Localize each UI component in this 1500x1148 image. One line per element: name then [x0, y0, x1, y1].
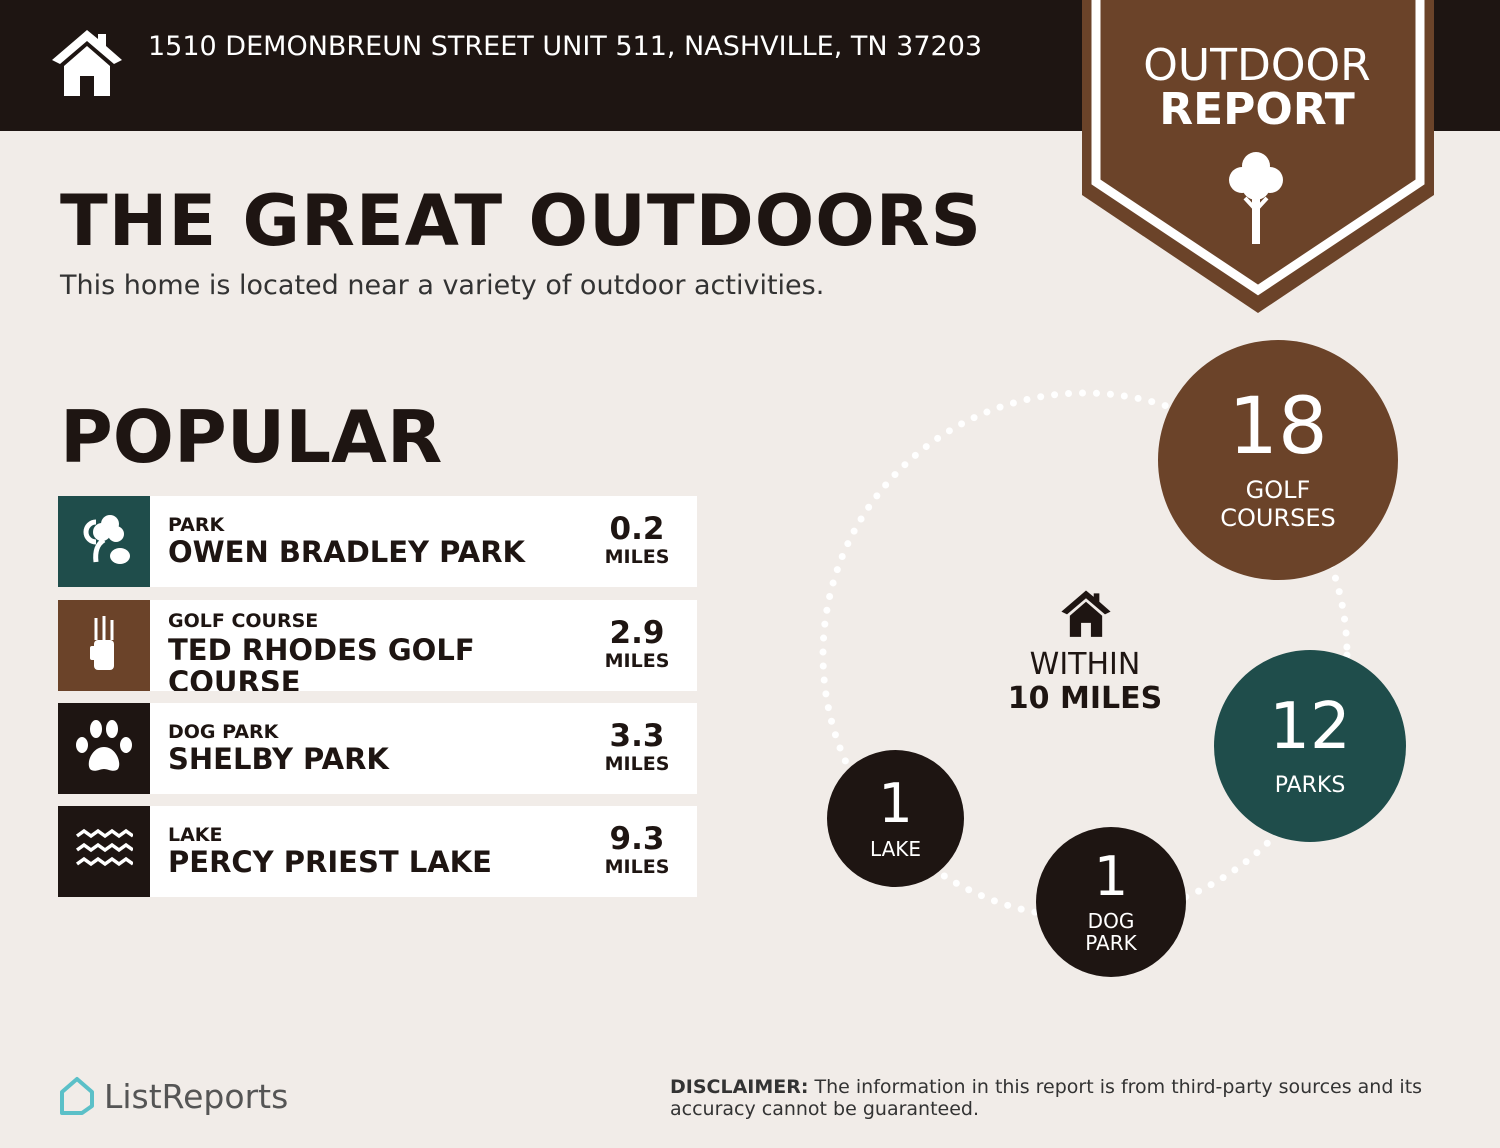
property-address: 1510 DEMONBREUN STREET UNIT 511, NASHVIL…: [148, 31, 983, 62]
badge-title-line1: OUTDOOR: [1143, 40, 1371, 91]
within-radius-label: WITHIN 10 MILES: [985, 648, 1185, 716]
golf-label: GOLF COURSES: [1220, 476, 1336, 532]
dog-park-count-circle: 1 DOG PARK: [1036, 827, 1186, 977]
popular-heading: POPULAR: [60, 395, 443, 479]
item-distance: 3.3 MILES: [597, 719, 677, 775]
page-subtitle: This home is located near a variety of o…: [60, 270, 825, 301]
home-icon: [52, 30, 122, 96]
item-category: LAKE: [168, 824, 223, 846]
distance-unit: MILES: [604, 546, 670, 568]
golf-courses-count-circle: 18 GOLF COURSES: [1158, 340, 1398, 580]
lake-count: 1: [878, 771, 913, 835]
within-line1: WITHIN: [1029, 647, 1141, 682]
distance-value: 3.3: [609, 718, 665, 754]
popular-item[interactable]: GOLF COURSE TED RHODES GOLF COURSE 2.9 MI…: [58, 600, 697, 691]
item-distance: 9.3 MILES: [597, 822, 677, 878]
category-icon-box: [58, 703, 150, 794]
parks-label: PARKS: [1274, 772, 1346, 798]
dog-park-count: 1: [1093, 845, 1129, 908]
item-name: OWEN BRADLEY PARK: [168, 535, 525, 569]
item-category: PARK: [168, 514, 225, 536]
within-line2: 10 MILES: [1007, 681, 1163, 716]
listreports-logo-icon: [60, 1077, 94, 1115]
lake-label: LAKE: [869, 836, 922, 861]
item-distance: 2.9 MILES: [597, 616, 677, 672]
parks-count-circle: 12 PARKS: [1214, 650, 1406, 842]
category-icon-box: [58, 600, 150, 691]
distance-value: 2.9: [609, 615, 665, 651]
item-distance: 0.2 MILES: [597, 512, 677, 568]
popular-item[interactable]: PARK OWEN BRADLEY PARK 0.2 MILES: [58, 496, 697, 587]
parks-count: 12: [1269, 689, 1351, 764]
popular-item[interactable]: LAKE PERCY PRIEST LAKE 9.3 MILES: [58, 806, 697, 897]
distance-value: 0.2: [609, 511, 665, 547]
golf-count: 18: [1228, 382, 1328, 472]
distance-value: 9.3: [609, 821, 665, 857]
popular-item[interactable]: DOG PARK SHELBY PARK 3.3 MILES: [58, 703, 697, 794]
paw-icon: [74, 719, 134, 779]
item-name: TED RHODES GOLF COURSE: [168, 633, 475, 691]
distance-unit: MILES: [604, 856, 670, 878]
center-home-icon: [1061, 590, 1111, 637]
distance-unit: MILES: [604, 650, 670, 672]
badge-title-line2: REPORT: [1159, 84, 1355, 135]
disclaimer-label: DISCLAIMER:: [670, 1076, 809, 1098]
tree-icon: [1229, 152, 1283, 244]
item-name: SHELBY PARK: [168, 742, 389, 776]
disclaimer: DISCLAIMER: The information in this repo…: [670, 1076, 1460, 1120]
page-title: THE GREAT OUTDOORS: [60, 180, 983, 262]
golf-bag-icon: [84, 614, 124, 678]
category-icon-box: [58, 496, 150, 587]
distance-unit: MILES: [604, 753, 670, 775]
item-category: GOLF COURSE: [168, 610, 319, 632]
lake-count-circle: 1 LAKE: [827, 750, 964, 887]
item-name: PERCY PRIEST LAKE: [168, 845, 492, 879]
waves-icon: [75, 828, 135, 876]
category-icon-box: [58, 806, 150, 897]
park-trees-icon: [74, 510, 134, 574]
listreports-logo[interactable]: ListReports: [58, 1076, 288, 1116]
item-category: DOG PARK: [168, 721, 279, 743]
logo-text: ListReports: [104, 1076, 289, 1116]
disclaimer-text: The information in this report is from t…: [670, 1076, 1423, 1120]
dog-park-label: DOG PARK: [1085, 909, 1137, 955]
